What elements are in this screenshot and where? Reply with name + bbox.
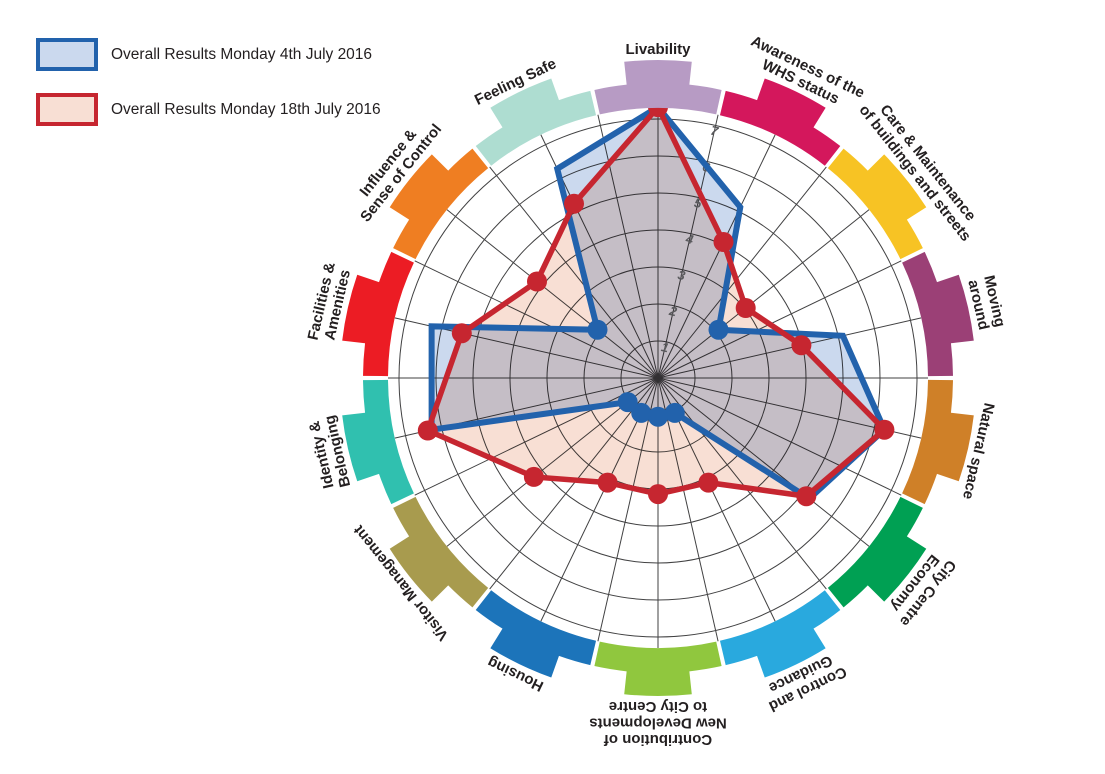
- category-label-line: Contribution of: [603, 731, 712, 748]
- data-point: [713, 232, 734, 252]
- data-point: [523, 466, 544, 487]
- ring-segment-0: [594, 59, 722, 115]
- series-line-0: [428, 103, 888, 503]
- data-point: [617, 392, 638, 413]
- ring-segment-13: [475, 78, 597, 166]
- legend-swatch-18th-july: [36, 93, 98, 126]
- radial-tick-label: 3: [676, 267, 687, 283]
- data-point: [417, 420, 438, 441]
- ring-segment-11: [342, 251, 414, 377]
- data-point: [527, 271, 547, 292]
- series-fills: [427, 107, 885, 499]
- legend-label: Overall Results Monday 4th July 2016: [111, 45, 373, 63]
- radial-tick-label: 1: [660, 339, 670, 355]
- ring-segment-6: [719, 590, 841, 678]
- category-label-line: New Developments: [589, 715, 727, 732]
- ring-segment-2: [827, 148, 927, 260]
- ring-segment-1: [719, 78, 841, 166]
- ring-segment-10: [342, 379, 414, 505]
- legend-swatch-4th-july: [36, 38, 98, 71]
- data-point: [564, 193, 584, 214]
- data-point: [597, 472, 618, 493]
- legend-item: Overall Results Monday 18th July 2016: [36, 93, 381, 126]
- series-line-1: [417, 97, 895, 507]
- data-point: [791, 335, 812, 356]
- data-point: [796, 486, 817, 507]
- radial-tick-label: 5: [693, 195, 704, 211]
- data-point: [631, 402, 652, 423]
- ring-segment-9: [389, 496, 489, 608]
- category-ring: [342, 59, 974, 697]
- series-fill-1: [427, 107, 885, 497]
- data-point: [664, 402, 685, 423]
- data-point: [874, 419, 895, 440]
- data-point: [648, 406, 668, 427]
- category-label-line: to City Centre: [609, 698, 707, 715]
- ring-segment-7: [594, 641, 722, 697]
- category-label-0: Livability: [625, 41, 691, 58]
- ring-segment-3: [902, 251, 974, 377]
- chart-legend: Overall Results Monday 4th July 2016 Ove…: [36, 38, 381, 126]
- category-label-line: Livability: [625, 41, 691, 58]
- legend-item: Overall Results Monday 4th July 2016: [36, 38, 381, 71]
- ring-segment-4: [902, 379, 974, 505]
- data-point: [698, 472, 719, 493]
- data-point: [451, 323, 472, 344]
- ring-segment-8: [475, 590, 597, 678]
- legend-label: Overall Results Monday 18th July 2016: [111, 100, 381, 118]
- data-point: [735, 298, 756, 318]
- radial-tick-label: 7: [709, 123, 720, 139]
- data-point: [708, 319, 729, 340]
- ring-segment-5: [827, 496, 927, 608]
- data-point: [648, 484, 668, 505]
- ring-segment-12: [389, 148, 489, 260]
- data-point: [587, 319, 608, 340]
